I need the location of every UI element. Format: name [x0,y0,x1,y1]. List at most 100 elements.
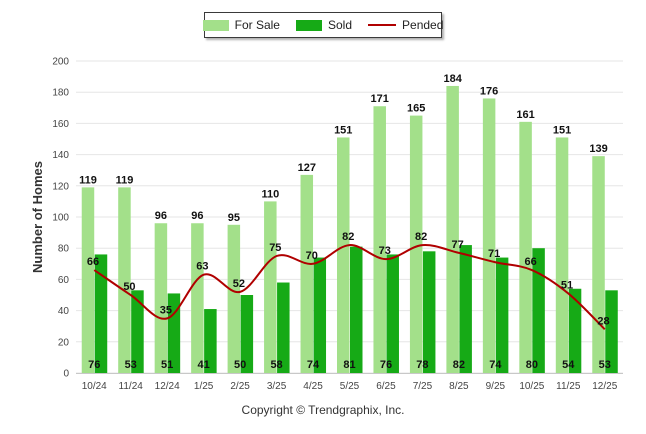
x-tick-label: 12/24 [155,381,180,392]
x-tick-label: 4/25 [303,381,323,392]
data-label-for-sale: 176 [480,85,498,97]
data-label-sold: 74 [489,359,502,371]
bar-sold [568,288,582,373]
y-axis-title: Number of Homes [30,161,45,273]
data-label-sold: 76 [380,359,392,371]
bar-for-sale [409,115,423,373]
data-label-for-sale: 151 [334,124,352,136]
data-label-sold: 58 [270,359,282,371]
data-label-pended: 70 [306,250,318,262]
bar-sold [277,282,290,373]
bar-sold [204,309,217,373]
data-label-sold: 78 [416,359,428,371]
data-label-for-sale: 119 [79,174,97,186]
x-tick-label: 2/25 [230,381,250,392]
data-label-for-sale: 171 [371,93,389,105]
data-label-for-sale: 127 [298,162,316,174]
bar-sold [605,290,618,373]
bar-for-sale [81,187,95,373]
data-label-pended: 73 [379,245,391,257]
y-tick-label: 20 [58,337,70,348]
data-label-sold: 53 [599,359,611,371]
copyright-footer: Copyright © Trendgraphix, Inc. [241,403,405,417]
x-tick-label: 3/25 [267,381,287,392]
data-label-sold: 54 [562,359,575,371]
data-label-for-sale: 161 [516,109,534,121]
bar-sold [350,246,363,373]
bar-for-sale [555,137,569,373]
data-label-sold: 81 [343,359,355,371]
y-tick-label: 120 [52,181,69,192]
data-label-sold: 82 [453,359,465,371]
data-label-for-sale: 119 [116,174,134,186]
data-label-sold: 80 [526,359,538,371]
data-label-pended: 71 [488,248,500,260]
y-tick-label: 200 [52,57,69,68]
bar-sold [422,251,436,373]
data-label-sold: 53 [125,359,137,371]
bar-for-sale [191,223,204,373]
data-label-sold: 76 [88,359,100,371]
bar-sold [386,254,399,373]
data-label-for-sale: 165 [407,103,425,115]
bar-for-sale [264,201,277,373]
bar-for-sale [118,187,131,373]
bar-for-sale [154,223,168,373]
y-tick-label: 180 [52,88,69,99]
legend-swatch-for-sale [202,19,229,31]
data-label-pended: 50 [123,281,135,293]
x-tick-label: 1/25 [194,381,214,392]
x-tick-label: 8/25 [449,381,469,392]
data-label-pended: 51 [561,279,573,291]
data-label-for-sale: 139 [589,143,607,155]
bar-sold [313,257,327,373]
data-label-pended: 82 [342,231,354,243]
legend-item-sold[interactable]: Sold [295,18,353,32]
bar-for-sale [519,121,532,373]
bar-sold [94,254,108,373]
legend-label-for-sale: For Sale [234,18,280,32]
data-label-for-sale: 96 [155,210,167,222]
bar-sold [532,248,545,373]
data-label-for-sale: 95 [228,212,240,224]
bar-for-sale [592,156,605,373]
bar-sold [240,295,254,373]
y-tick-label: 40 [58,306,70,317]
x-tick-label: 10/24 [82,381,107,392]
legend-item-pended[interactable]: Pended [368,18,443,32]
data-label-sold: 74 [307,359,320,371]
data-label-pended: 82 [415,231,427,243]
legend-swatch-sold [295,19,322,31]
data-label-pended: 77 [452,239,464,251]
x-tick-label: 6/25 [376,381,396,392]
bar-sold [459,245,472,373]
legend-label-sold: Sold [327,18,353,32]
x-tick-label: 10/25 [519,381,544,392]
y-tick-label: 60 [58,275,70,286]
x-tick-label: 5/25 [340,381,360,392]
bar-for-sale [300,174,314,373]
line-pended [93,243,606,331]
x-tick-label: 11/24 [119,381,144,392]
y-tick-label: 100 [52,213,69,224]
data-label-pended: 35 [160,304,172,316]
data-label-sold: 51 [161,359,173,371]
bar-sold [131,290,144,373]
data-label-for-sale: 110 [261,188,279,200]
data-label-for-sale: 151 [553,124,571,136]
bar-for-sale [227,224,241,373]
y-tick-label: 160 [52,119,69,130]
legend-item-for-sale[interactable]: For Sale [202,18,280,32]
data-label-pended: 66 [87,256,99,268]
x-tick-label: 11/25 [556,381,581,392]
legend-label-pended: Pended [402,18,444,32]
x-tick-label: 7/25 [413,381,433,392]
bar-sold [495,257,509,373]
data-label-for-sale: 96 [191,210,203,222]
x-tick-label: 12/25 [592,381,617,392]
y-tick-label: 80 [58,244,70,255]
data-label-pended: 28 [597,315,609,327]
legend: For Sale Sold Pended [202,12,443,38]
y-tick-label: 140 [52,150,69,161]
